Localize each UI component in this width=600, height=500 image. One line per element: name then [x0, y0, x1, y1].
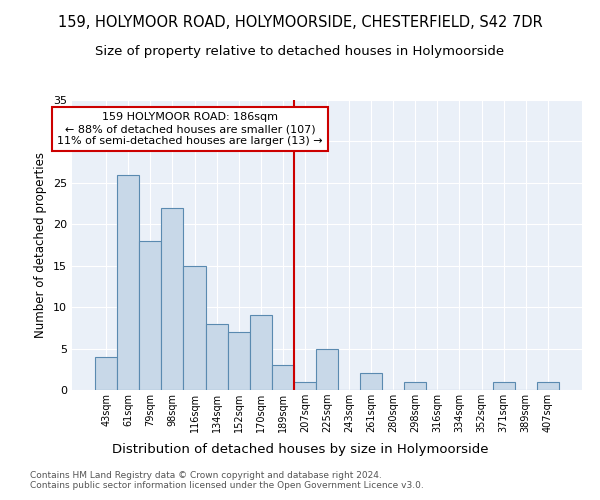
Bar — [206, 324, 227, 390]
Text: Distribution of detached houses by size in Holymoorside: Distribution of detached houses by size … — [112, 442, 488, 456]
Y-axis label: Number of detached properties: Number of detached properties — [34, 152, 47, 338]
Bar — [360, 374, 382, 390]
Bar — [139, 241, 161, 390]
Bar — [161, 208, 184, 390]
Bar — [537, 382, 559, 390]
Bar — [272, 365, 294, 390]
Text: 159 HOLYMOOR ROAD: 186sqm
← 88% of detached houses are smaller (107)
11% of semi: 159 HOLYMOOR ROAD: 186sqm ← 88% of detac… — [58, 112, 323, 146]
Bar — [404, 382, 427, 390]
Bar — [294, 382, 316, 390]
Bar — [227, 332, 250, 390]
Bar — [316, 348, 338, 390]
Text: Size of property relative to detached houses in Holymoorside: Size of property relative to detached ho… — [95, 45, 505, 58]
Bar — [493, 382, 515, 390]
Bar — [250, 316, 272, 390]
Text: 159, HOLYMOOR ROAD, HOLYMOORSIDE, CHESTERFIELD, S42 7DR: 159, HOLYMOOR ROAD, HOLYMOORSIDE, CHESTE… — [58, 15, 542, 30]
Bar — [95, 357, 117, 390]
Bar — [184, 266, 206, 390]
Bar — [117, 174, 139, 390]
Text: Contains HM Land Registry data © Crown copyright and database right 2024.
Contai: Contains HM Land Registry data © Crown c… — [30, 470, 424, 490]
